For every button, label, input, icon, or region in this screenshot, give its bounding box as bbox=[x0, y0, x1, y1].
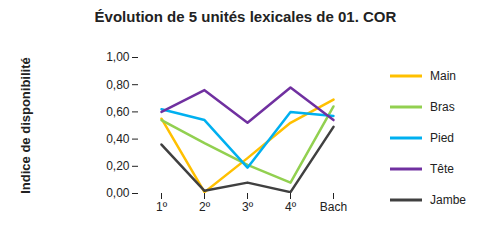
svg-text:0,00: 0,00 bbox=[106, 186, 130, 200]
svg-text:0,40: 0,40 bbox=[106, 132, 130, 146]
html-text:Main: Main bbox=[430, 68, 456, 83]
svg-text:1º: 1º bbox=[156, 200, 168, 214]
svg-text:4º: 4º bbox=[285, 200, 297, 214]
svg-text:0,20: 0,20 bbox=[106, 159, 130, 173]
svg-text:0,80: 0,80 bbox=[106, 78, 130, 92]
svg-text:Bach: Bach bbox=[320, 200, 347, 214]
html-text:Pied: Pied bbox=[430, 130, 454, 145]
svg-text:0,60: 0,60 bbox=[106, 105, 130, 119]
html-text:Jambe: Jambe bbox=[430, 192, 466, 207]
svg-text:1,00: 1,00 bbox=[106, 50, 130, 64]
html-text:Bras: Bras bbox=[430, 99, 455, 114]
html-text:Évolution de 5 unités lexicale: Évolution de 5 unités lexicales de 01. C… bbox=[94, 8, 397, 25]
html-text:Tête: Tête bbox=[430, 161, 454, 176]
svg-text:2º: 2º bbox=[199, 200, 211, 214]
svg-text:Indice de disponibilité: Indice de disponibilité bbox=[18, 57, 33, 194]
svg-text:3º: 3º bbox=[242, 200, 254, 214]
